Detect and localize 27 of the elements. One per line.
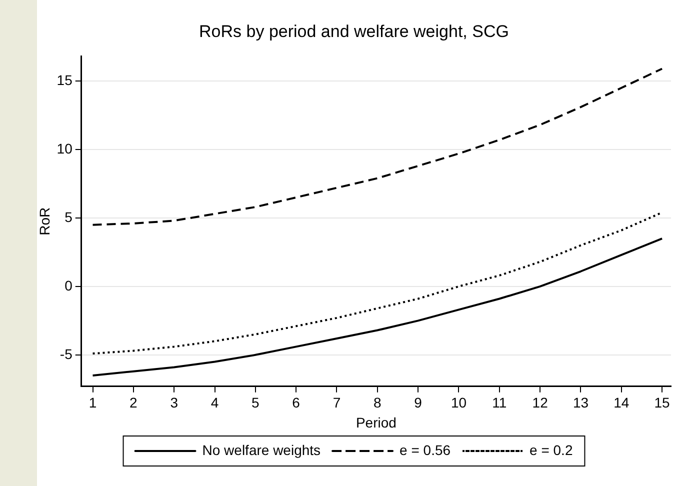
y-axis-title: RoR <box>36 207 52 236</box>
x-tick-label: 3 <box>170 394 178 411</box>
line-series <box>92 68 664 226</box>
x-tick-label: 12 <box>532 394 548 411</box>
x-tick-label: 4 <box>210 394 219 411</box>
x-tick-label: 9 <box>414 394 422 411</box>
x-tick-label: 1 <box>88 394 97 411</box>
chart-title: RoRs by period and welfare weight, SCG <box>199 22 509 41</box>
legend-label: No welfare weights <box>202 442 321 458</box>
x-tick-label: 15 <box>654 394 670 411</box>
y-tick-label: 5 <box>64 208 73 225</box>
x-tick-label: 5 <box>252 394 260 411</box>
y-tick-label: 10 <box>56 140 73 156</box>
x-tick-label: 8 <box>374 394 382 411</box>
x-tick-label: 13 <box>572 394 589 411</box>
x-tick-label: 14 <box>614 394 630 411</box>
legend-label: e = 0.56 <box>400 442 451 458</box>
y-tick-label: -5 <box>60 346 73 362</box>
y-tick-label: 0 <box>64 277 73 294</box>
x-tick-label: 11 <box>492 394 507 411</box>
x-tick-label: 7 <box>332 394 341 411</box>
x-axis-title: Period <box>356 414 396 430</box>
x-tick-label: 6 <box>292 394 300 411</box>
legend-label: e = 0.2 <box>530 442 573 458</box>
x-tick-label: 10 <box>450 394 467 411</box>
x-tick-label: 2 <box>130 394 138 411</box>
y-tick-label: 15 <box>56 72 73 88</box>
